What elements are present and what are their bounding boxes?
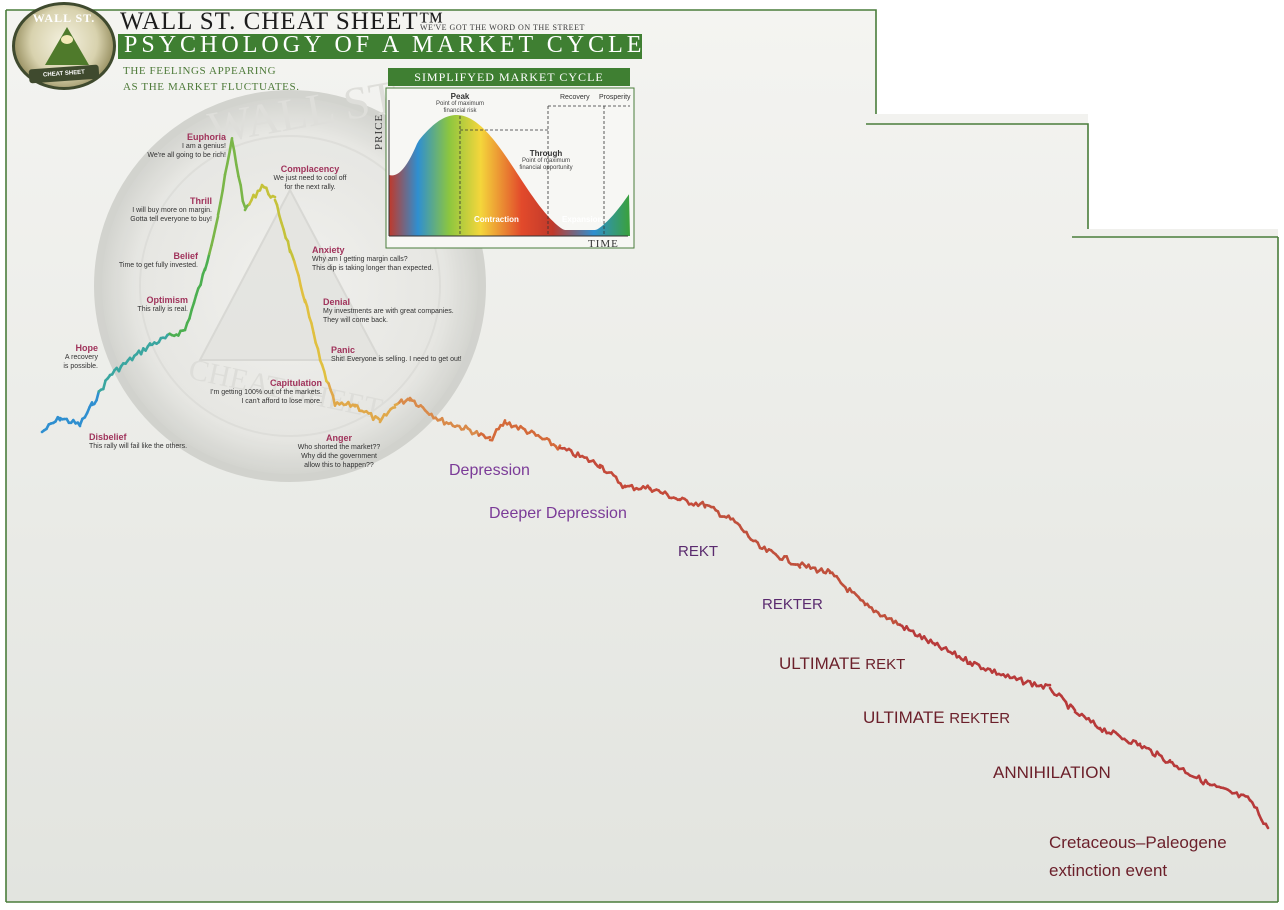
through-label: Through bbox=[508, 149, 584, 158]
emotion-name: Capitulation bbox=[182, 378, 322, 388]
emotion-text: I'm getting 100% out of the markets. bbox=[182, 388, 322, 397]
emotion-name: Optimism bbox=[110, 295, 188, 305]
emotion-text: is possible. bbox=[48, 362, 98, 371]
inset-contraction: Contraction bbox=[474, 215, 519, 224]
price-segment bbox=[273, 196, 275, 197]
emotion-name: Complacency bbox=[260, 164, 360, 174]
price-segment bbox=[488, 437, 490, 438]
label-annihilation: ANNIHILATION bbox=[993, 763, 1111, 783]
emotion-name: Anxiety bbox=[312, 245, 462, 255]
emotion-text: Time to get fully invested. bbox=[92, 261, 198, 270]
inset-expansion: Expansion bbox=[562, 215, 602, 224]
inset-title: SIMPLIFYED MARKET CYCLE bbox=[388, 68, 630, 86]
emotion-thrill: Thrill I will buy more on margin. Gotta … bbox=[98, 196, 212, 224]
emotion-name: Thrill bbox=[98, 196, 212, 206]
label-ultimate-suffix: REKT bbox=[865, 656, 905, 673]
through-note: Point of maximum bbox=[508, 158, 584, 165]
page-title: PSYCHOLOGY OF A MARKET CYCLE bbox=[124, 32, 645, 59]
emotion-capitulation: Capitulation I'm getting 100% out of the… bbox=[182, 378, 322, 406]
label-ultimate-suffix: REKTER bbox=[949, 710, 1010, 727]
emotion-panic: Panic Shit! Everyone is selling. I need … bbox=[331, 345, 501, 364]
wall-st-logo: WALL ST. CHEAT SHEET bbox=[12, 2, 116, 90]
price-segment bbox=[828, 570, 830, 572]
emotion-euphoria: Euphoria I am a genius! We're all going … bbox=[126, 132, 226, 160]
emotion-hope: Hope A recovery is possible. bbox=[48, 343, 98, 371]
label-ultimate-rekter: ULTIMATE REKTER bbox=[863, 708, 1010, 728]
kpg-line: extinction event bbox=[1049, 857, 1227, 885]
peak-label: Peak bbox=[430, 92, 490, 101]
emotion-anxiety: Anxiety Why am I getting margin calls? T… bbox=[312, 245, 462, 273]
emotion-text: Gotta tell everyone to buy! bbox=[98, 215, 212, 224]
eye-icon bbox=[61, 35, 73, 44]
emotion-name: Anger bbox=[284, 433, 394, 443]
brand-tagline: WE'VE GOT THE WORD ON THE STREET bbox=[420, 23, 585, 32]
inset-ylabel: PRICE bbox=[373, 114, 385, 150]
label-kpg-extinction: Cretaceous–Paleogene extinction event bbox=[1049, 829, 1227, 885]
label-ultimate: ULTIMATE bbox=[863, 708, 945, 727]
emotion-denial: Denial My investments are with great com… bbox=[323, 297, 483, 325]
kpg-line: Cretaceous–Paleogene bbox=[1049, 829, 1227, 857]
emotion-text: This rally will fail like the others. bbox=[89, 442, 219, 451]
emotion-text: My investments are with great companies. bbox=[323, 307, 483, 316]
price-segment bbox=[863, 601, 865, 604]
emotion-name: Denial bbox=[323, 297, 483, 307]
emotion-anger: Anger Who shorted the market?? Why did t… bbox=[284, 433, 394, 470]
emotion-text: I will buy more on margin. bbox=[98, 206, 212, 215]
inset-peak: Peak Point of maximum financial risk bbox=[430, 92, 490, 115]
emotion-name: Euphoria bbox=[126, 132, 226, 142]
emotion-complacency: Complacency We just need to cool off for… bbox=[260, 164, 360, 192]
peak-note: Point of maximum bbox=[430, 101, 490, 108]
page-caption: THE FEELINGS APPEARING AS THE MARKET FLU… bbox=[123, 63, 300, 95]
emotion-text: They will come back. bbox=[323, 316, 483, 325]
emotion-text: This rally is real. bbox=[110, 305, 188, 314]
emotion-name: Belief bbox=[92, 251, 198, 261]
label-rekt: REKT bbox=[678, 543, 718, 560]
label-deeper-depression: Deeper Depression bbox=[489, 505, 627, 523]
emotion-text: Who shorted the market?? bbox=[284, 443, 394, 452]
inset-recovery: Recovery bbox=[560, 94, 590, 101]
caption-line: AS THE MARKET FLUCTUATES. bbox=[123, 79, 300, 95]
pyramid-icon bbox=[45, 27, 89, 65]
label-rekter: REKTER bbox=[762, 596, 823, 613]
emotion-text: Why am I getting margin calls? bbox=[312, 255, 462, 264]
emotion-disbelief: Disbelief This rally will fail like the … bbox=[89, 432, 219, 451]
label-ultimate: ULTIMATE bbox=[779, 654, 861, 673]
emotion-text: Shit! Everyone is selling. I need to get… bbox=[331, 355, 501, 364]
logo-band: CHEAT SHEET bbox=[29, 65, 100, 84]
emotion-name: Hope bbox=[48, 343, 98, 353]
inset-prosperity: Prosperity bbox=[599, 94, 631, 101]
inset-xlabel: TIME bbox=[588, 238, 619, 250]
through-note: financial opportunity bbox=[508, 165, 584, 172]
emotion-optimism: Optimism This rally is real. bbox=[110, 295, 188, 314]
price-segment bbox=[378, 418, 380, 420]
emotion-text: I am a genius! bbox=[126, 142, 226, 151]
inset-through: Through Point of maximum financial oppor… bbox=[508, 149, 584, 172]
emotion-text: allow this to happen?? bbox=[284, 461, 394, 470]
emotion-text: We just need to cool off bbox=[260, 174, 360, 183]
label-ultimate-rekt: ULTIMATE REKT bbox=[779, 654, 905, 674]
caption-line: THE FEELINGS APPEARING bbox=[123, 63, 300, 79]
emotion-text: for the next rally. bbox=[260, 183, 360, 192]
emotion-text: Why did the government bbox=[284, 452, 394, 461]
label-depression: Depression bbox=[449, 462, 530, 480]
emotion-belief: Belief Time to get fully invested. bbox=[92, 251, 198, 270]
emotion-text: A recovery bbox=[48, 353, 98, 362]
price-segment bbox=[598, 466, 600, 467]
emotion-text: I can't afford to lose more. bbox=[182, 397, 322, 406]
emotion-text: We're all going to be rich! bbox=[126, 151, 226, 160]
emotion-name: Panic bbox=[331, 345, 501, 355]
emotion-name: Disbelief bbox=[89, 432, 219, 442]
emotion-text: This dip is taking longer than expected. bbox=[312, 264, 462, 273]
logo-text: WALL ST. bbox=[15, 11, 113, 26]
peak-note: financial risk bbox=[430, 108, 490, 115]
